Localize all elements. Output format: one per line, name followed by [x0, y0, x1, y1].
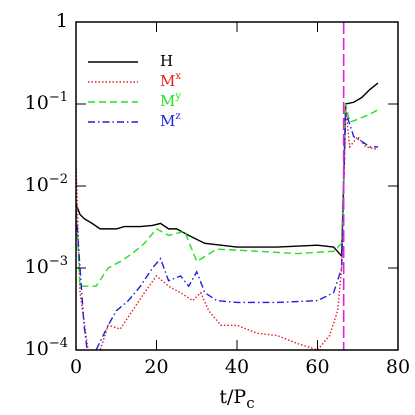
- legend-label: Mx: [160, 71, 181, 91]
- y-tick-label: 10−3: [25, 254, 68, 279]
- plot-area: [76, 22, 379, 350]
- y-tick-label: 10−2: [25, 172, 68, 197]
- series-line: [76, 111, 378, 350]
- x-tick-label: 20: [144, 356, 168, 378]
- x-axis-label: t/Pc: [219, 386, 254, 412]
- x-tick-label: 80: [386, 356, 410, 378]
- series-line: [76, 107, 379, 350]
- x-tick-label: 60: [305, 356, 329, 378]
- series-line: [76, 82, 379, 258]
- y-tick-label: 1: [56, 10, 68, 32]
- y-tick-label: 10−4: [25, 336, 68, 361]
- series-line: [76, 103, 379, 287]
- plot-frame: [75, 21, 399, 351]
- y-tick-label: 10−1: [25, 90, 68, 115]
- legend-label: Mz: [160, 111, 181, 131]
- x-tick-label: 40: [225, 356, 249, 378]
- legend-label: My: [160, 91, 181, 111]
- x-tick-label: 0: [70, 356, 82, 378]
- legend-label: H: [160, 52, 173, 70]
